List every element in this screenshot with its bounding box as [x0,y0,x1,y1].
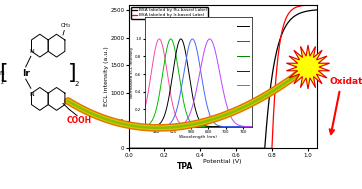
X-axis label: Wavelength (nm): Wavelength (nm) [179,136,217,139]
Text: Oxidation: Oxidation [330,77,362,85]
Text: [: [ [0,63,8,83]
Text: N: N [30,49,34,54]
Polygon shape [286,45,330,89]
Text: Ir: Ir [22,69,30,77]
Text: 2: 2 [74,81,79,87]
Text: 2: 2 [0,80,4,85]
Y-axis label: Normalized ECL intensity: Normalized ECL intensity [130,46,134,98]
Text: TPA: TPA [177,162,193,171]
Text: COOH: COOH [67,116,92,125]
Text: N: N [30,92,34,97]
Text: N: N [0,70,4,76]
X-axis label: Potential (V): Potential (V) [203,159,242,164]
Text: Pt electrode: Pt electrode [129,163,233,178]
Legend: BSA labeled by Ru-based Label, BSA labeled by Ir-based Label: BSA labeled by Ru-based Label, BSA label… [131,7,208,19]
Text: CH₃: CH₃ [60,23,71,28]
Y-axis label: ECL intensity (a.u.): ECL intensity (a.u.) [104,47,109,106]
Text: ]: ] [68,63,76,83]
